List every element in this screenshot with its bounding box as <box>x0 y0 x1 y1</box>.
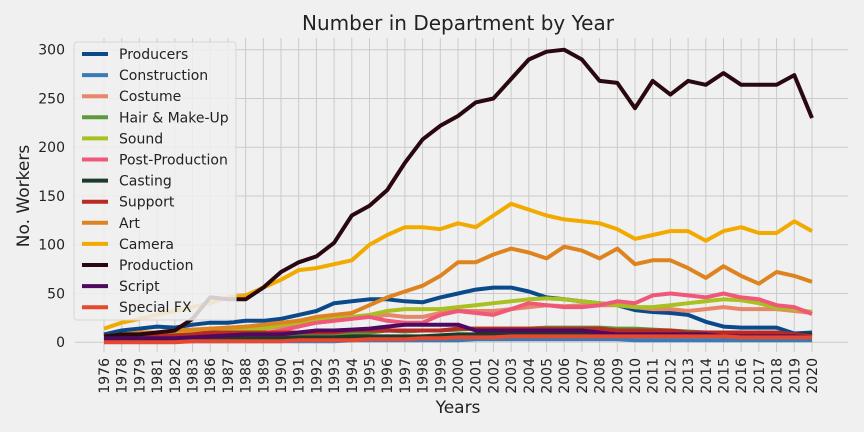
legend-entry: Producers <box>119 47 188 63</box>
x-tick-label: 2000 <box>451 358 467 394</box>
x-tick-label: 1998 <box>416 358 432 394</box>
x-tick-label: 1987 <box>221 358 237 394</box>
x-tick-label: 1994 <box>345 358 361 394</box>
x-tick-label: 2012 <box>663 358 679 394</box>
legend-entry: Script <box>119 279 160 295</box>
x-tick-label: 1991 <box>292 358 308 394</box>
x-tick-label: 1982 <box>168 358 184 394</box>
x-tick-label: 1996 <box>380 358 396 394</box>
x-tick-label: 2006 <box>557 358 573 394</box>
series-line-art <box>103 244 813 339</box>
x-tick-label: 1999 <box>433 358 449 394</box>
x-tick-label: 1997 <box>398 358 414 394</box>
x-axis-ticks: 1976 1978 1979 1981 1982 1983 1986 1987 1988 1989… <box>97 358 821 394</box>
legend-entry: Casting <box>119 174 172 190</box>
x-tick-label: 2008 <box>593 358 609 394</box>
x-tick-label: 2018 <box>770 358 786 394</box>
x-tick-label: 1978 <box>115 358 131 394</box>
series-lines <box>103 47 814 345</box>
x-tick-label: 2004 <box>522 358 538 394</box>
y-tick-label: 300 <box>38 43 65 59</box>
x-tick-label: 2016 <box>734 358 750 394</box>
x-tick-label: 2013 <box>681 358 697 394</box>
series-line-special-fx <box>104 334 812 345</box>
legend-entry: Construction <box>119 68 208 84</box>
y-axis-ticks: 0 50 100 150 200 250 300 <box>38 43 65 352</box>
x-tick-label: 1983 <box>186 358 202 394</box>
legend-entry: Costume <box>119 89 181 105</box>
legend-entry: Camera <box>119 237 174 253</box>
y-tick-label: 50 <box>47 286 65 302</box>
x-tick-label: 2002 <box>486 358 502 394</box>
x-tick-label: 1976 <box>97 358 113 394</box>
x-tick-label: 2009 <box>610 358 626 394</box>
x-tick-label: 2014 <box>699 358 715 394</box>
legend-entry: Production <box>119 258 193 274</box>
x-tick-label: 2007 <box>575 358 591 394</box>
legend-entry: Post-Production <box>119 153 228 169</box>
x-tick-label: 1993 <box>327 358 343 394</box>
x-tick-label: 1988 <box>239 358 255 394</box>
x-tick-label: 1995 <box>363 358 379 394</box>
x-axis-label: Years <box>435 398 481 418</box>
x-tick-label: 2019 <box>787 358 803 394</box>
x-tick-label: 2011 <box>646 358 662 394</box>
legend-entry: Support <box>119 195 175 211</box>
y-tick-label: 150 <box>38 189 65 205</box>
series-line-producers <box>103 285 813 337</box>
x-tick-label: 2010 <box>628 358 644 394</box>
legend-entry: Art <box>119 216 140 232</box>
x-tick-label: 2003 <box>504 358 520 394</box>
x-tick-label: 1990 <box>274 358 290 394</box>
y-tick-label: 250 <box>38 91 65 107</box>
y-axis-label: No. Workers <box>14 145 34 248</box>
x-tick-label: 1989 <box>256 358 272 394</box>
legend-entry: Hair & Make-Up <box>119 110 229 126</box>
x-tick-label: 1981 <box>150 358 166 394</box>
x-tick-label: 1986 <box>203 358 219 394</box>
legend-entry: Special FX <box>119 300 192 316</box>
x-tick-label: 2015 <box>717 358 733 394</box>
chart-title: Number in Department by Year <box>302 11 615 35</box>
legend-entry: Sound <box>119 131 163 147</box>
legend-box <box>73 41 237 321</box>
x-tick-label: 1992 <box>309 358 325 394</box>
x-tick-label: 2020 <box>805 358 821 394</box>
y-tick-label: 200 <box>38 140 65 156</box>
y-tick-label: 0 <box>56 335 65 351</box>
x-tick-label: 2005 <box>540 358 556 394</box>
x-tick-label: 2001 <box>469 358 485 394</box>
x-tick-label: 1979 <box>132 358 148 394</box>
legend: Producers Construction Costume Hair & Make-… <box>73 41 237 321</box>
x-tick-label: 2017 <box>752 358 768 394</box>
y-tick-label: 100 <box>38 238 65 254</box>
